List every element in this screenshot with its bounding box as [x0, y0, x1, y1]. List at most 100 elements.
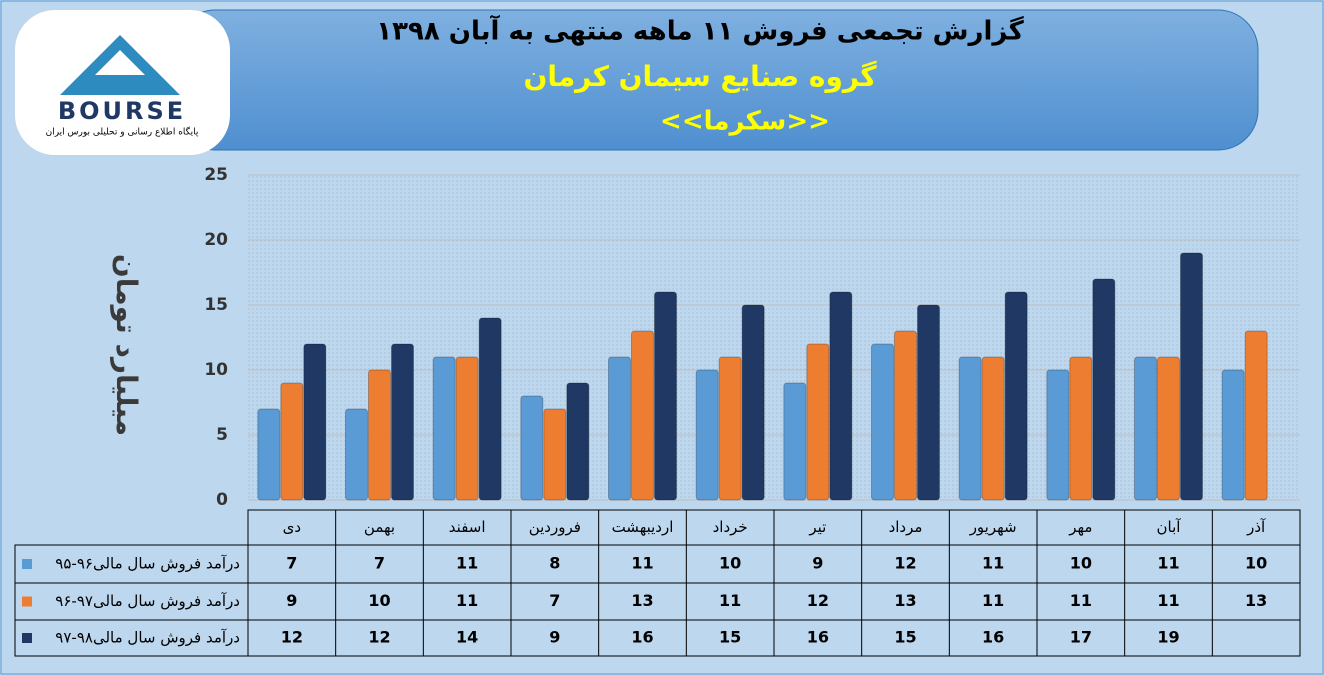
table-value: 9 — [549, 628, 560, 647]
x-tick-label: اسفند — [449, 518, 486, 536]
y-tick-label: 15 — [204, 295, 228, 315]
table-value: 7 — [374, 554, 385, 573]
x-tick-label: آذر — [1246, 518, 1266, 536]
bar — [391, 343, 414, 501]
table-value: 17 — [1070, 628, 1092, 647]
bar — [478, 317, 502, 501]
legend-swatch — [22, 633, 32, 643]
table-value: 13 — [1245, 591, 1267, 610]
bar — [303, 343, 327, 501]
chart-subtitle: گروه صنایع سیمان کرمان — [523, 60, 877, 93]
table-value: 15 — [894, 628, 916, 647]
x-tick-label: مرداد — [889, 518, 923, 536]
x-tick-label: شهریور — [969, 518, 1017, 536]
x-tick-label: تیر — [808, 518, 826, 536]
table-value: 11 — [456, 554, 478, 573]
table-value: 12 — [894, 554, 916, 573]
bar — [1244, 330, 1268, 501]
x-tick-label: آبان — [1157, 518, 1182, 536]
table-value: 9 — [812, 554, 823, 573]
table-value: 12 — [368, 628, 390, 647]
bar — [871, 343, 894, 501]
bar — [654, 291, 677, 501]
table-value: 8 — [549, 554, 560, 573]
chart-title: گزارش تجمعی فروش ۱۱ ماهه منتهی به آبان ۱… — [376, 15, 1024, 47]
bar — [829, 291, 853, 501]
bar — [1046, 369, 1070, 501]
bar — [1004, 291, 1028, 501]
y-axis-label: میلیارد تومان — [110, 254, 143, 436]
y-tick-label: 0 — [216, 490, 228, 510]
bar — [257, 408, 281, 501]
table-value: 10 — [368, 591, 390, 610]
bar — [520, 395, 544, 501]
bar — [543, 408, 567, 501]
bar — [917, 304, 940, 501]
table-value: 12 — [281, 628, 303, 647]
logo-icon — [60, 35, 180, 95]
legend-label: درآمد فروش سال مالی۹۸-۹۷ — [55, 629, 240, 647]
bar — [783, 382, 807, 501]
table-value: 14 — [456, 628, 478, 647]
table-value: 10 — [719, 554, 741, 573]
bar — [1157, 356, 1180, 501]
bar — [345, 408, 368, 501]
table-value: 11 — [982, 591, 1004, 610]
table-value: 10 — [1070, 554, 1092, 573]
x-tick-label: اردیبهشت — [612, 518, 674, 536]
bar — [566, 382, 590, 501]
x-tick-label: دی — [283, 518, 301, 536]
y-tick-label: 5 — [216, 425, 228, 445]
plot-area — [248, 175, 1300, 500]
bar — [1069, 356, 1093, 501]
legend-swatch — [22, 596, 32, 607]
x-tick-label: بهمن — [364, 518, 395, 536]
table-value: 11 — [982, 554, 1004, 573]
symbol: <<سکرما>> — [660, 107, 830, 137]
bar — [718, 356, 742, 501]
table-value: 11 — [631, 554, 653, 573]
bar — [1221, 369, 1245, 501]
x-tick-label: مهر — [1068, 518, 1092, 536]
bar — [1134, 356, 1157, 501]
bar — [368, 369, 391, 501]
table-value: 11 — [1157, 591, 1179, 610]
bar — [608, 356, 631, 501]
bar — [958, 356, 982, 501]
table-value: 13 — [631, 591, 653, 610]
legend-swatch — [22, 559, 32, 569]
bar — [432, 356, 456, 501]
table-value: 16 — [631, 628, 653, 647]
table-value: 15 — [719, 628, 741, 647]
table-value: 11 — [1157, 554, 1179, 573]
table-value: 19 — [1157, 628, 1179, 647]
table-value: 11 — [456, 591, 478, 610]
bar — [806, 343, 830, 501]
x-tick-label: خرداد — [713, 518, 748, 536]
x-tick-label: فروردین — [529, 518, 581, 536]
table-value: 16 — [982, 628, 1004, 647]
bar — [631, 330, 654, 501]
table-value: 13 — [894, 591, 916, 610]
table-value: 12 — [807, 591, 829, 610]
bar — [1180, 252, 1203, 501]
table-value: 11 — [1070, 591, 1092, 610]
y-tick-label: 20 — [204, 230, 228, 250]
legend-label: درآمد فروش سال مالی۹۶-۹۵ — [55, 555, 240, 573]
table-value: 16 — [807, 628, 829, 647]
bar — [280, 382, 304, 501]
table-value: 7 — [286, 554, 297, 573]
table-value: 11 — [719, 591, 741, 610]
bar — [981, 356, 1005, 501]
bar — [455, 356, 479, 501]
logo-name: BOURSE — [58, 97, 186, 125]
legend-label: درآمد فروش سال مالی۹۷-۹۶ — [55, 592, 240, 610]
bar — [894, 330, 917, 501]
table-value: 7 — [549, 591, 560, 610]
bar — [695, 369, 719, 501]
y-tick-label: 10 — [204, 360, 228, 380]
table-value: 9 — [286, 591, 297, 610]
y-tick-label: 25 — [204, 165, 228, 185]
